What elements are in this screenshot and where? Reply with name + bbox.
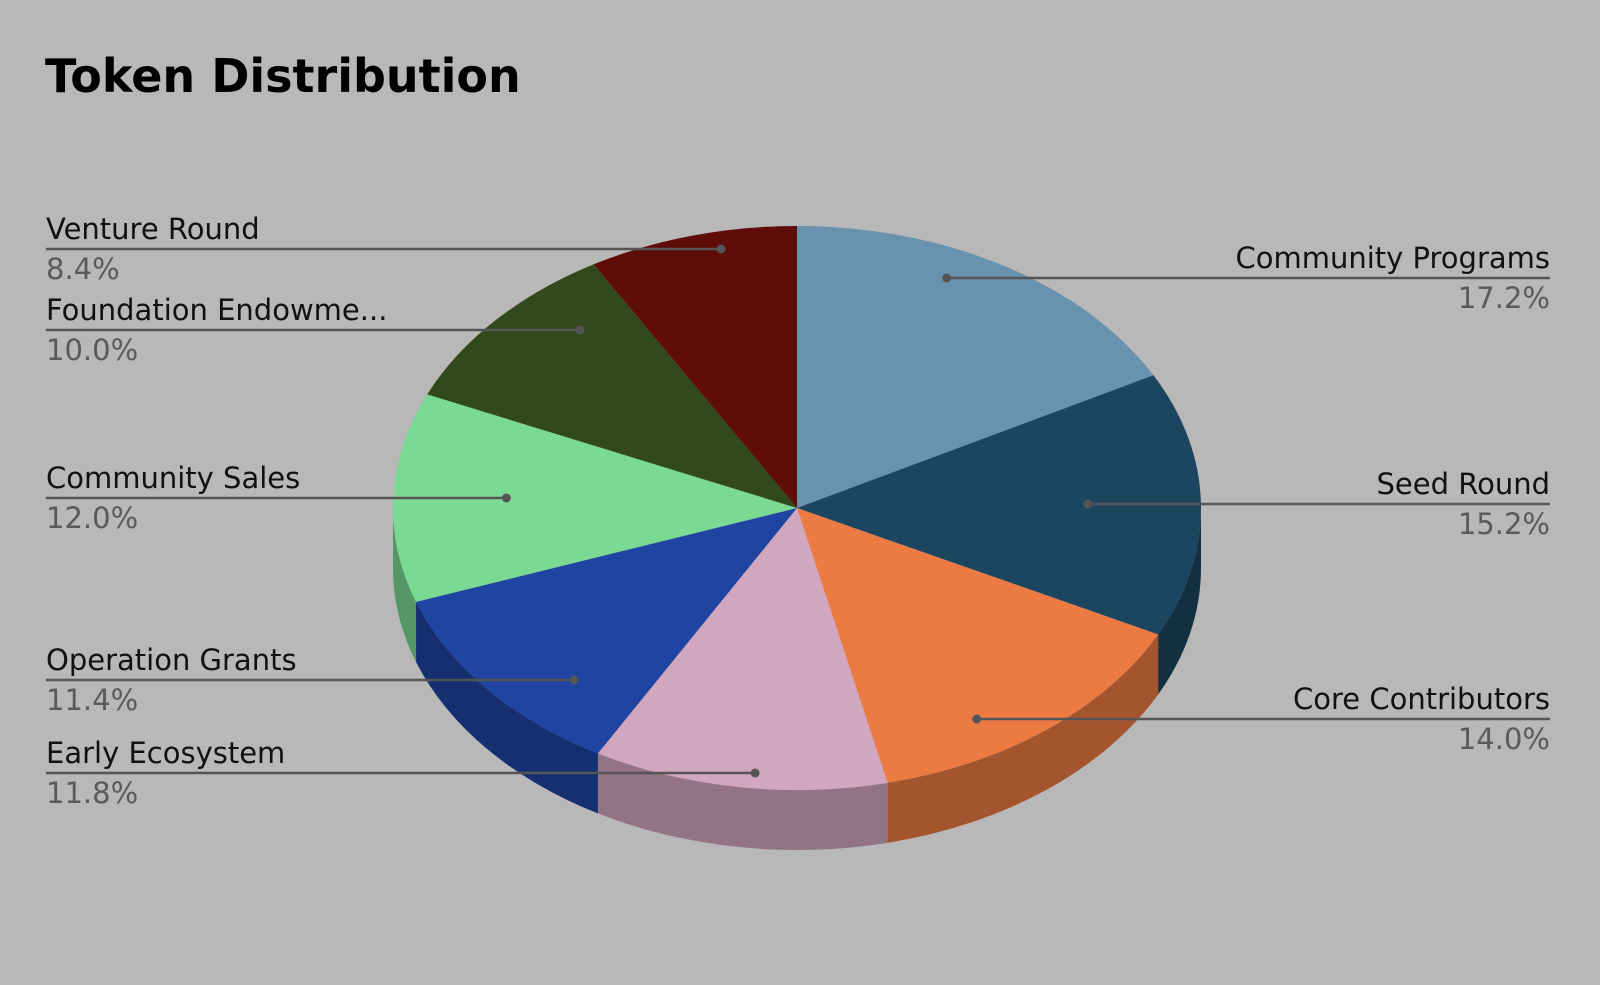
leader-dot <box>501 493 511 503</box>
pie-sides <box>393 508 1201 851</box>
slice-label: Venture Round <box>46 212 260 246</box>
side-shade <box>1158 508 1201 695</box>
side-shade <box>416 601 598 814</box>
slice-side <box>1158 508 1201 695</box>
side-shade <box>887 634 1159 843</box>
slice <box>427 264 797 508</box>
leader-dot <box>1083 499 1093 509</box>
labels: Community Programs 17.2% Seed Round 15.2% Co… <box>46 212 1550 810</box>
leader-dot <box>716 244 726 254</box>
slice-label: Foundation Endowme... <box>46 293 387 327</box>
slice <box>797 375 1201 635</box>
slice <box>597 508 888 790</box>
slice-value: 8.4% <box>46 252 120 286</box>
slice-value: 14.0% <box>1458 722 1550 756</box>
slice-side <box>416 601 598 814</box>
chart-title: Token Distribution <box>45 49 521 103</box>
slice-value: 11.4% <box>46 683 138 717</box>
slice-side <box>887 634 1159 843</box>
slice <box>593 226 797 508</box>
slice-value: 12.0% <box>46 501 138 535</box>
leader-dot <box>972 714 982 724</box>
slice-label: Seed Round <box>1377 467 1550 501</box>
slice <box>416 508 797 754</box>
slice-label: Operation Grants <box>46 643 297 677</box>
slice <box>797 226 1154 508</box>
side-shade <box>393 508 417 662</box>
slice-value: 17.2% <box>1458 281 1550 315</box>
slice-side <box>393 508 417 662</box>
slice <box>393 394 797 602</box>
slice-label: Early Ecosystem <box>46 736 285 770</box>
slice-label: Core Contributors <box>1293 682 1550 716</box>
leader-dot <box>942 273 952 283</box>
leader-dot <box>750 768 760 778</box>
slice-label: Community Programs <box>1235 241 1550 275</box>
slice-value: 15.2% <box>1458 507 1550 541</box>
slice <box>797 508 1159 783</box>
slice-value: 11.8% <box>46 776 138 810</box>
leader-dot <box>569 675 579 685</box>
leader-dot <box>575 325 585 335</box>
side-shade <box>597 753 888 851</box>
slice-value: 10.0% <box>46 333 138 367</box>
slice-side <box>597 753 888 851</box>
slice-label: Community Sales <box>46 461 300 495</box>
pie-tops <box>393 226 1201 790</box>
